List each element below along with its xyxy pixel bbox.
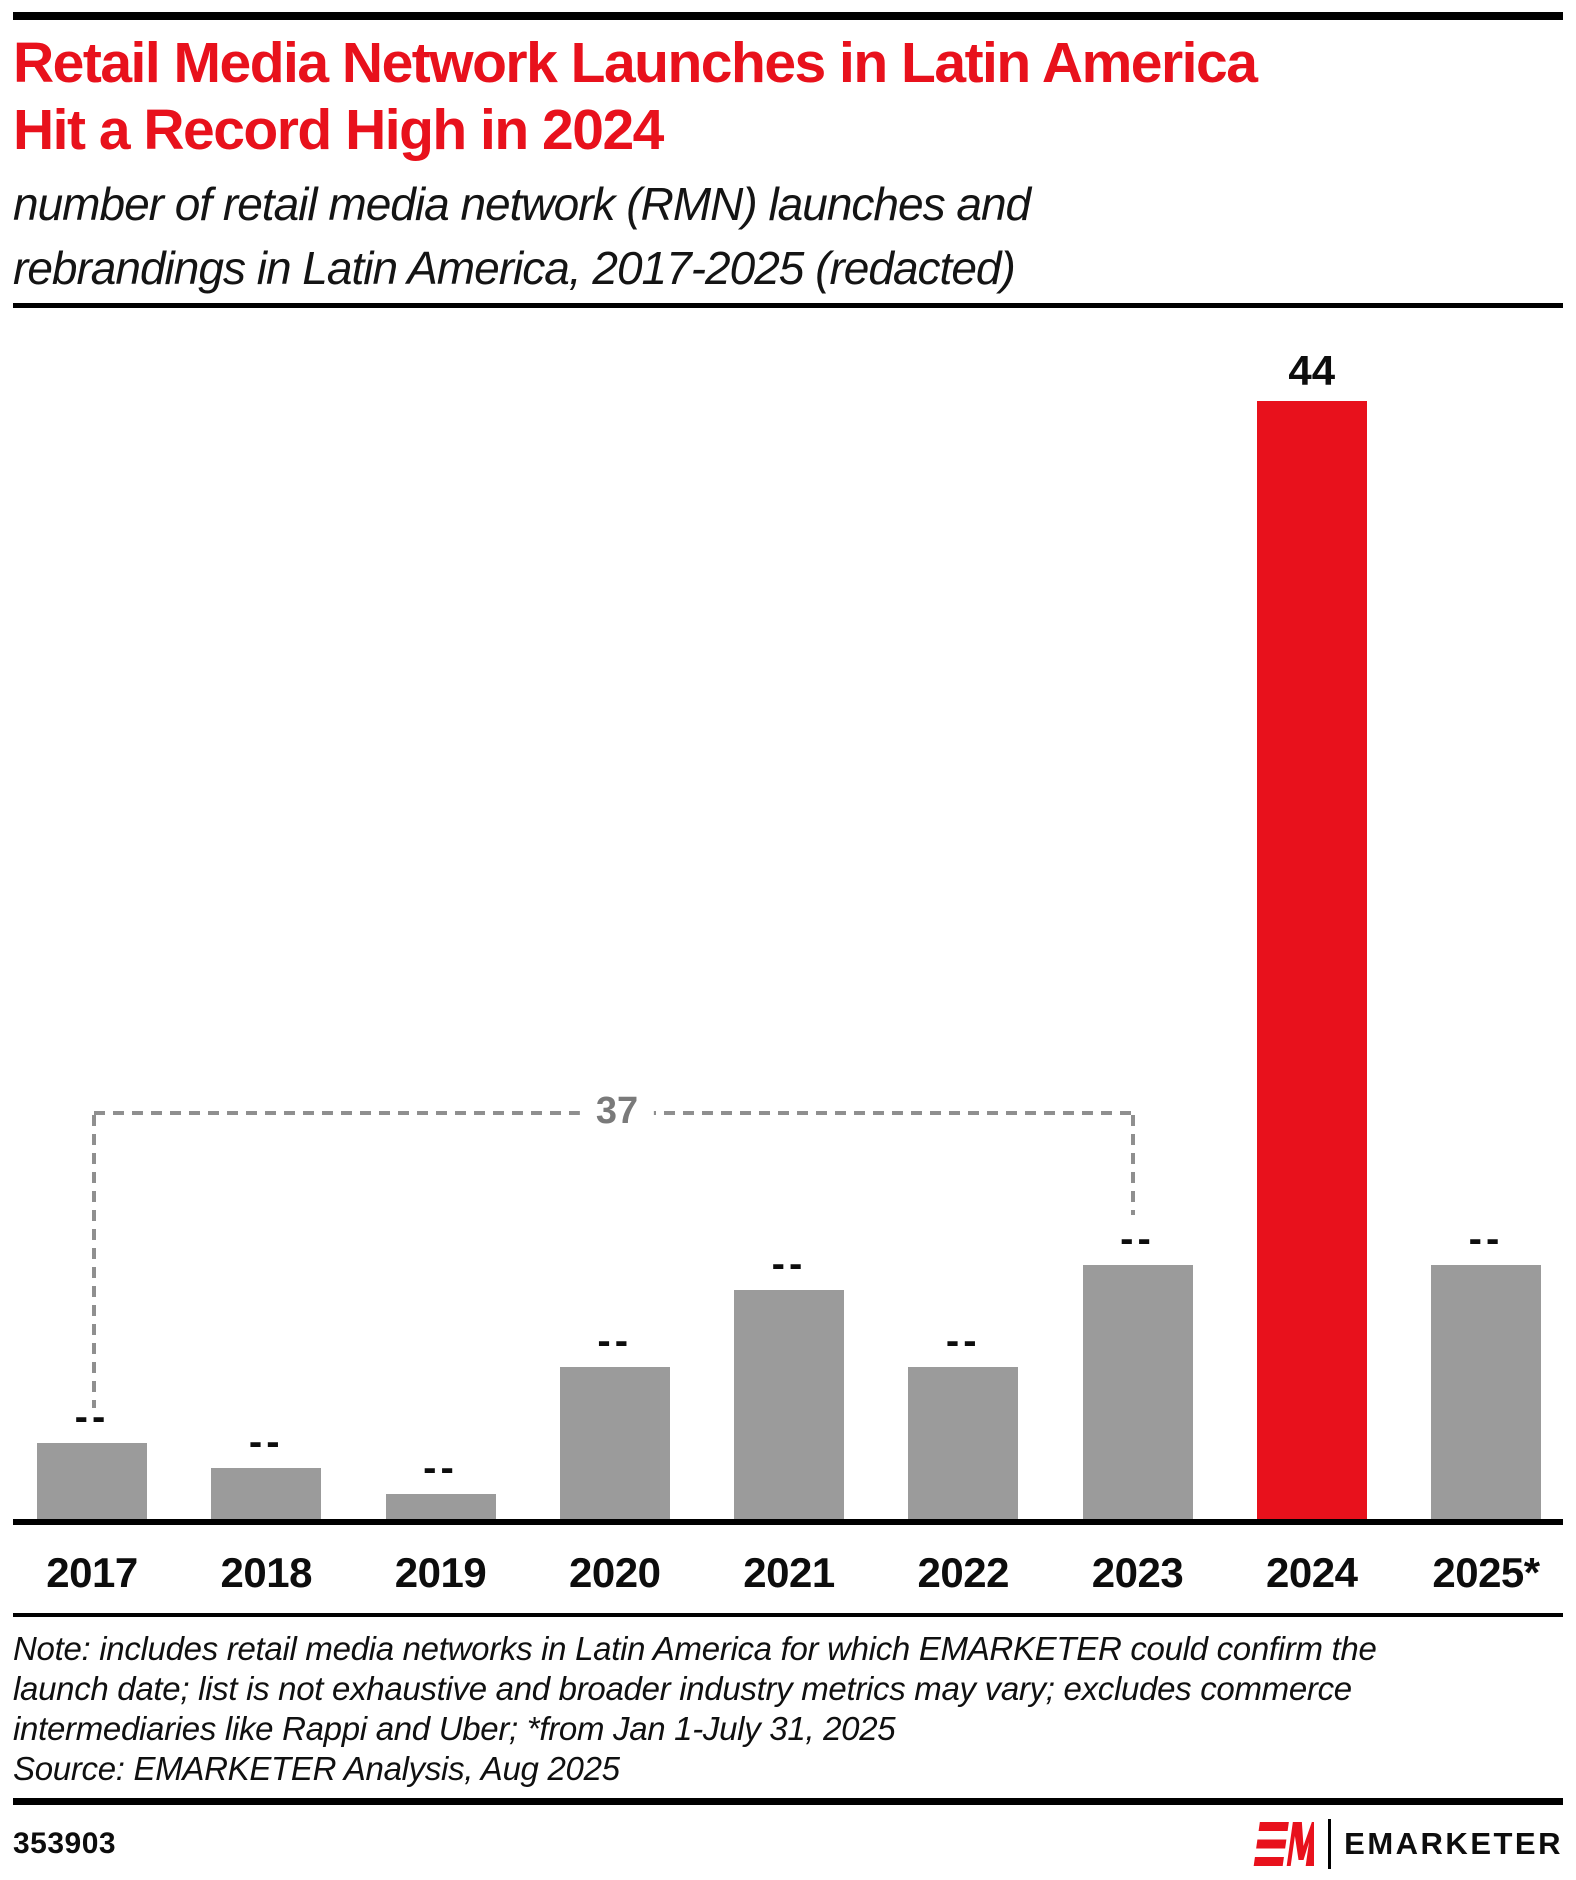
bar-group-2017: -- xyxy=(37,1397,147,1519)
logo-separator xyxy=(1328,1819,1332,1869)
x-label-2024: 2024 xyxy=(1266,1549,1358,1596)
note-block: Note: includes retail media networks in … xyxy=(13,1629,1563,1789)
bar-value-label-2018: -- xyxy=(248,1420,284,1464)
bar-value-label-2022: -- xyxy=(945,1319,981,1363)
bar-group-2018: -- xyxy=(211,1420,322,1519)
bracket-left-vertical-line xyxy=(92,1115,96,1408)
source-line: Source: EMARKETER Analysis, Aug 2025 xyxy=(13,1750,620,1787)
bar-group-2020: -- xyxy=(559,1319,670,1519)
emarketer-logo: EMARKETER xyxy=(1250,1819,1563,1869)
bar-group-2019: -- xyxy=(385,1446,496,1519)
bar-2023 xyxy=(1082,1265,1193,1519)
chart-title-line-2: Hit a Record High in 2024 xyxy=(13,98,664,162)
bar-2019 xyxy=(385,1494,496,1519)
bar-value-label-2025: -- xyxy=(1468,1217,1504,1261)
bar-2024 xyxy=(1256,401,1367,1519)
bracket-total-label: 37 xyxy=(579,1089,655,1133)
bar-chart: 37 -- -- -- -- -- -- -- 44 -- xyxy=(13,310,1563,1525)
bar-value-label-2024: 44 xyxy=(1288,347,1336,394)
x-label-2021: 2021 xyxy=(743,1549,835,1596)
bar-value-label-2019: -- xyxy=(423,1446,458,1490)
bar-group-2023: -- xyxy=(1082,1217,1193,1519)
x-axis-labels: 2017 2018 2019 2020 2021 2022 2023 2024 2025* xyxy=(13,1525,1563,1596)
bar-2022 xyxy=(908,1367,1019,1519)
chart-id: 353903 xyxy=(13,1827,117,1860)
x-label-2023: 2023 xyxy=(1091,1549,1184,1596)
note-line-3: intermediaries like Rappi and Uber; *fro… xyxy=(13,1710,896,1747)
note-line-1: Note: includes retail media networks in … xyxy=(13,1630,1377,1667)
bar-2025 xyxy=(1431,1265,1541,1519)
x-label-2017: 2017 xyxy=(46,1549,138,1596)
x-label-2019: 2019 xyxy=(394,1549,487,1596)
bar-2021 xyxy=(734,1290,844,1519)
bar-2017 xyxy=(37,1443,147,1519)
bar-value-label-2021: -- xyxy=(771,1242,807,1286)
footer-divider-bar xyxy=(13,1798,1563,1805)
bar-2020 xyxy=(559,1367,670,1519)
bar-2018 xyxy=(211,1468,322,1519)
x-label-2025: 2025* xyxy=(1432,1549,1540,1596)
infographic-page: Retail Media Network Launches in Latin A… xyxy=(0,12,1576,1869)
bar-value-label-2023: -- xyxy=(1120,1217,1155,1261)
x-label-2018: 2018 xyxy=(220,1549,313,1596)
chart-title-line-1: Retail Media Network Launches in Latin A… xyxy=(13,31,1258,95)
bar-group-2024: 44 xyxy=(1256,347,1367,1519)
top-accent-bar xyxy=(13,12,1563,20)
footer: 353903 EMARKETER xyxy=(13,1819,1563,1869)
chart-title: Retail Media Network Launches in Latin A… xyxy=(13,30,1563,164)
x-label-2020: 2020 xyxy=(569,1549,661,1596)
header-divider xyxy=(13,303,1563,308)
em-monogram-icon xyxy=(1253,1822,1315,1866)
note-divider xyxy=(13,1613,1563,1617)
bar-value-label-2020: -- xyxy=(597,1319,633,1363)
bar-value-label-2017: -- xyxy=(74,1395,110,1439)
bar-group-2025: -- xyxy=(1431,1219,1541,1519)
bar-group-2021: -- xyxy=(734,1244,844,1519)
x-axis-line xyxy=(13,1519,1563,1525)
note-line-2: launch date; list is not exhaustive and … xyxy=(13,1670,1352,1707)
x-label-2022: 2022 xyxy=(917,1549,1010,1596)
bar-group-2022: -- xyxy=(908,1319,1019,1519)
brand-wordmark: EMARKETER xyxy=(1344,1826,1563,1861)
chart-subtitle-line-1: number of retail media network (RMN) lau… xyxy=(13,178,1031,230)
chart-subtitle-line-2: rebrandings in Latin America, 2017-2025 … xyxy=(13,242,1016,294)
chart-subtitle: number of retail media network (RMN) lau… xyxy=(13,172,1563,300)
bracket-right-vertical-line xyxy=(1131,1115,1135,1215)
